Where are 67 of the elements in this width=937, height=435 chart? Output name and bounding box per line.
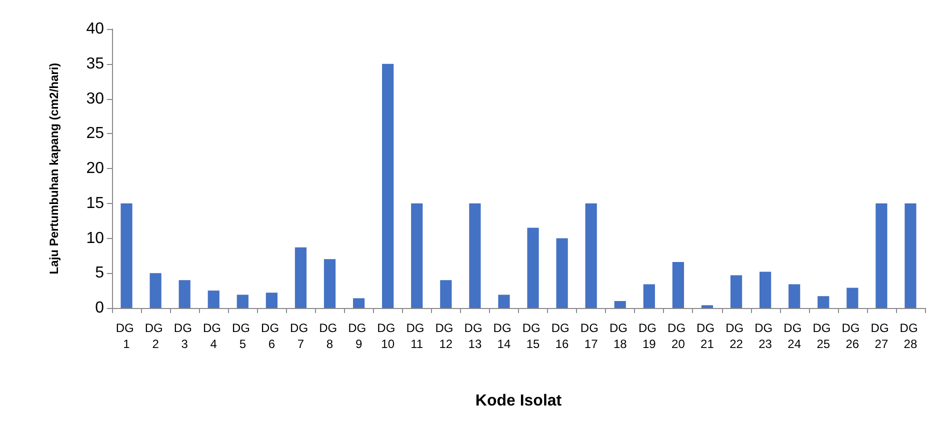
y-tick-label: 35 bbox=[86, 55, 104, 72]
x-tick-label: DG 24 bbox=[784, 321, 806, 351]
bar bbox=[208, 290, 220, 308]
x-tick-label: DG 12 bbox=[435, 321, 457, 351]
bar bbox=[294, 247, 307, 308]
y-tick-label: 40 bbox=[86, 20, 104, 38]
y-tick-label: 15 bbox=[86, 194, 104, 212]
bar bbox=[120, 203, 132, 308]
x-tick-label: DG 6 bbox=[261, 321, 282, 351]
bar bbox=[701, 305, 714, 308]
x-tick-label: DG 1 bbox=[116, 321, 138, 351]
bar bbox=[759, 272, 772, 308]
y-tick-label: 0 bbox=[95, 300, 104, 316]
bar bbox=[818, 296, 830, 308]
y-axis-title: Laju Pertumbuhan kapang (cm2/hari) bbox=[47, 62, 61, 274]
bar bbox=[672, 262, 684, 308]
x-tick-label: DG 3 bbox=[174, 321, 196, 351]
bar bbox=[846, 288, 858, 308]
x-tick-label: DG 13 bbox=[464, 321, 486, 351]
x-axis-title: Kode Isolat bbox=[475, 392, 562, 410]
bar bbox=[876, 203, 888, 308]
bar bbox=[904, 203, 916, 308]
bar bbox=[788, 284, 800, 308]
x-tick-label: DG 15 bbox=[522, 321, 544, 351]
bar bbox=[178, 280, 190, 308]
bar bbox=[730, 275, 742, 308]
x-tick-label: DG 28 bbox=[900, 321, 922, 351]
x-tick-label: DG 16 bbox=[551, 321, 573, 351]
bar bbox=[556, 238, 568, 308]
x-tick-label: DG 7 bbox=[290, 321, 312, 351]
x-tick-label: DG 5 bbox=[232, 321, 254, 351]
bar bbox=[150, 273, 162, 308]
x-tick-label: DG 8 bbox=[319, 321, 340, 351]
bar bbox=[352, 298, 365, 308]
x-tick-label: DG 25 bbox=[812, 321, 834, 351]
x-tick-label: DG 23 bbox=[754, 321, 776, 351]
bar bbox=[527, 228, 539, 308]
y-tick-label: 25 bbox=[86, 125, 104, 142]
x-tick-label: DG 20 bbox=[668, 321, 689, 351]
x-tick-label: DG 17 bbox=[580, 321, 602, 351]
x-tick-label: DG 19 bbox=[638, 321, 660, 351]
y-tick-label: 5 bbox=[95, 264, 104, 282]
x-tick-label: DG 22 bbox=[726, 321, 747, 351]
y-tick-label: 30 bbox=[86, 90, 104, 108]
bar bbox=[614, 301, 626, 308]
bar bbox=[266, 292, 278, 308]
x-tick-label: DG 2 bbox=[144, 321, 166, 351]
x-tick-label: DG 26 bbox=[842, 321, 864, 351]
bar bbox=[236, 294, 248, 308]
y-tick-label: 20 bbox=[86, 160, 104, 177]
x-tick-label: DG 27 bbox=[870, 321, 892, 351]
bar bbox=[324, 259, 336, 308]
x-tick-label: DG 4 bbox=[202, 321, 224, 351]
bar bbox=[382, 64, 394, 308]
x-tick-label: DG 9 bbox=[348, 321, 370, 351]
x-tick-label: DG 10 bbox=[377, 321, 399, 351]
x-tick-label: DG 14 bbox=[493, 321, 515, 351]
bar bbox=[643, 284, 655, 308]
bar bbox=[411, 203, 423, 308]
x-tick-label: DG 21 bbox=[696, 321, 718, 351]
bar bbox=[585, 203, 597, 308]
bar bbox=[498, 294, 510, 308]
y-tick-label: 10 bbox=[86, 230, 104, 247]
x-tick-label: DG 18 bbox=[609, 321, 631, 351]
bar bbox=[469, 203, 481, 308]
x-tick-label: DG 11 bbox=[406, 321, 428, 351]
bar bbox=[440, 280, 452, 308]
